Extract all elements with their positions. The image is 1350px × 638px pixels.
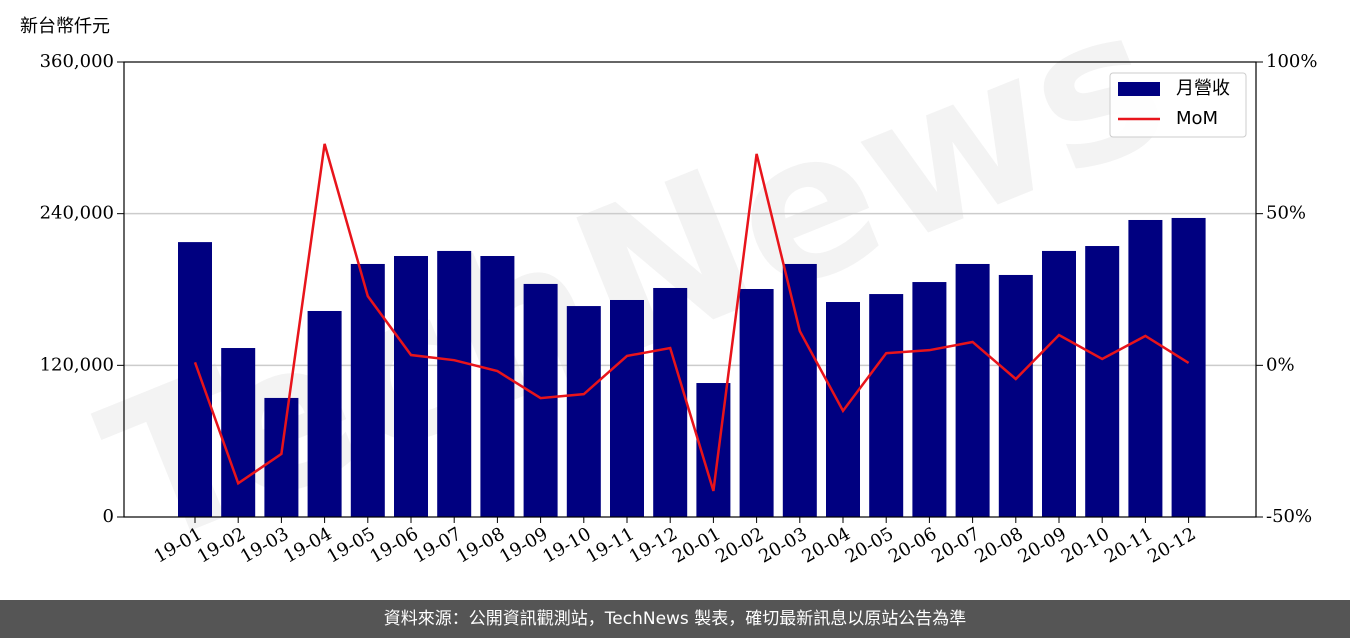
- x-tick-label: 20-04: [799, 523, 854, 567]
- legend-label: 月營收: [1176, 78, 1230, 99]
- bar: [869, 294, 904, 517]
- legend-label: MoM: [1176, 108, 1218, 129]
- x-tick-label: 20-05: [842, 523, 897, 567]
- x-tick-label: 19-11: [583, 523, 638, 567]
- x-tick-label: 20-11: [1101, 523, 1156, 567]
- x-tick-label: 19-06: [367, 523, 422, 567]
- bar: [1042, 250, 1076, 517]
- y-axis-label: 新台幣仟元: [20, 16, 110, 37]
- x-tick-label: 20-03: [755, 523, 810, 567]
- bar: [653, 287, 688, 517]
- x-tick-label: 19-10: [539, 523, 594, 567]
- bar: [739, 288, 774, 517]
- bar: [437, 250, 472, 517]
- y2-tick-label: 100%: [1266, 51, 1317, 72]
- legend-swatch: [1118, 82, 1160, 96]
- x-tick-label: 19-12: [626, 523, 681, 567]
- x-tick-label: 20-08: [971, 523, 1026, 567]
- bar: [998, 274, 1033, 517]
- y2-tick-label: 50%: [1266, 203, 1306, 224]
- bar: [523, 283, 558, 517]
- chart: 新台幣仟元 TechNews 0120,000240,000360,000-50…: [20, 0, 1317, 594]
- bar: [955, 263, 990, 517]
- y-tick-label: 360,000: [40, 51, 114, 72]
- x-tick-label: 19-09: [496, 523, 551, 567]
- x-tick-label: 20-07: [928, 523, 983, 567]
- bar: [264, 397, 299, 517]
- y-tick-label: 0: [103, 506, 114, 527]
- bar: [1171, 217, 1206, 518]
- bar: [566, 306, 601, 517]
- bar: [480, 256, 515, 517]
- y2-tick-label: -50%: [1266, 506, 1312, 527]
- x-tick-label: 20-12: [1144, 523, 1199, 567]
- x-tick-label: 19-07: [410, 523, 465, 567]
- bar: [221, 348, 256, 517]
- x-tick-label: 20-09: [1015, 523, 1070, 567]
- y-tick-label: 120,000: [40, 354, 114, 375]
- bar: [178, 242, 212, 517]
- y2-tick-label: 0%: [1266, 354, 1295, 375]
- plot-frame: [123, 61, 1257, 518]
- bar: [610, 299, 644, 517]
- bar: [350, 263, 385, 517]
- bar: [307, 310, 342, 517]
- x-tick-label: 19-08: [453, 523, 508, 567]
- bar: [394, 256, 428, 517]
- bar: [912, 282, 947, 517]
- footer: 資料來源：公開資訊觀測站，TechNews 製表，確切最新訊息以原站公告為準: [0, 600, 1350, 638]
- line: [193, 143, 1190, 492]
- x-tick-label: 20-10: [1058, 523, 1113, 567]
- x-tick-label: 19-05: [323, 523, 378, 567]
- x-tick-label: 20-06: [885, 523, 940, 567]
- bar: [1085, 246, 1120, 517]
- bar: [782, 263, 817, 517]
- y-tick-label: 240,000: [40, 203, 114, 224]
- x-tick-label: 20-01: [669, 523, 724, 567]
- bar: [1128, 219, 1163, 517]
- x-tick-label: 20-02: [712, 523, 767, 567]
